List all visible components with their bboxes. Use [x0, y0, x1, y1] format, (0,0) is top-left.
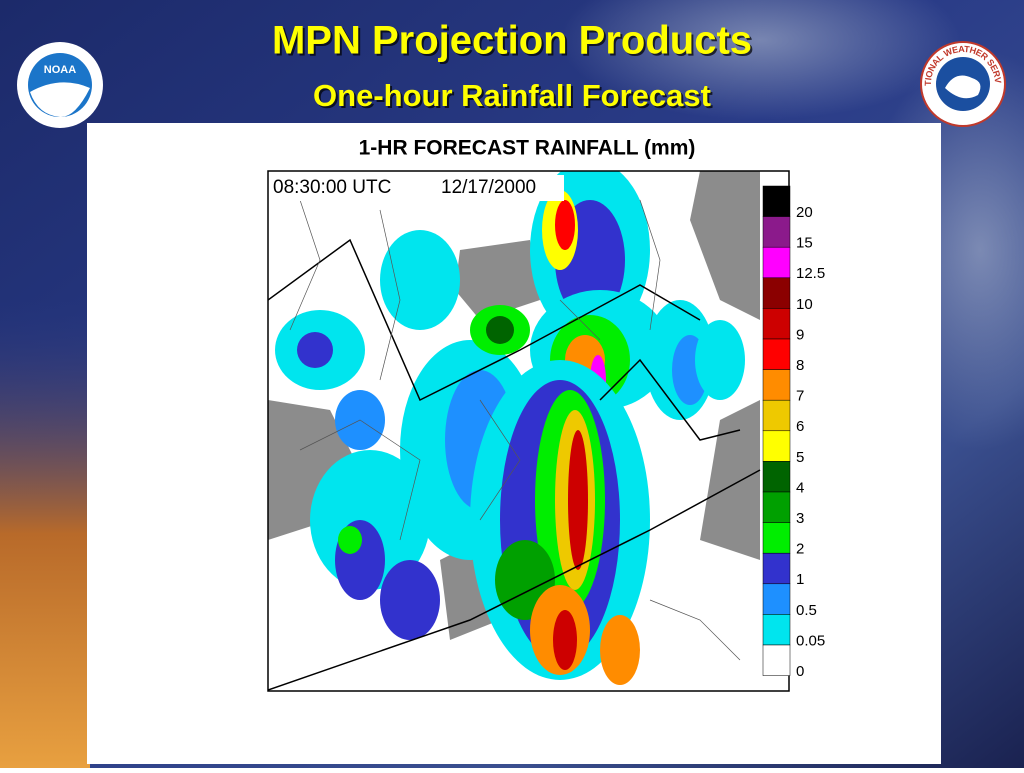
legend-label: 0.05 — [796, 632, 825, 649]
legend-swatch — [762, 246, 791, 279]
rain-area — [380, 230, 460, 330]
legend-swatch — [762, 430, 791, 462]
legend-swatch — [762, 614, 791, 646]
slide-subtitle: One-hour Rainfall Forecast — [313, 78, 711, 113]
legend-label: 20 — [796, 204, 813, 221]
rain-area — [486, 316, 514, 344]
legend-swatch — [762, 491, 791, 523]
date-box — [436, 175, 564, 201]
legend-swatch — [762, 461, 791, 493]
legend-label: 15 — [796, 235, 813, 252]
map-title: 1-HR FORECAST RAINFALL (mm) — [359, 137, 696, 160]
legend-swatch — [762, 369, 791, 401]
legend-swatch — [762, 308, 791, 340]
legend: 20 15 12.5 10 9 8 7 6 5 4 3 2 1 0.5 0.05 0 — [762, 185, 825, 680]
legend-label: 0 — [796, 663, 804, 680]
rain-area — [555, 200, 575, 250]
rain-area — [380, 560, 440, 640]
county-borders — [289, 199, 741, 661]
no-data-area — [455, 240, 540, 320]
legend-swatch — [762, 185, 791, 217]
legend-label: 3 — [796, 510, 804, 527]
legend-swatch — [762, 399, 791, 432]
background-sunset — [0, 300, 90, 768]
legend-label: 9 — [796, 326, 804, 343]
legend-label: 10 — [796, 296, 813, 313]
logo-text: NOAA — [44, 64, 76, 76]
legend-swatch — [762, 552, 791, 585]
logo-cloud — [945, 75, 981, 99]
rain-area — [568, 430, 588, 570]
background-cloud — [560, 0, 960, 120]
logo-bird — [30, 82, 90, 118]
map-date: 12/17/2000 — [441, 177, 536, 198]
rain-area — [695, 320, 745, 400]
noaa-logo: NOAA — [17, 42, 103, 128]
legend-swatch — [762, 583, 791, 615]
legend-label: 12.5 — [796, 265, 825, 282]
legend-swatch — [762, 338, 791, 370]
time-box — [270, 175, 430, 201]
rain-area — [600, 615, 640, 685]
legend-swatch — [762, 277, 791, 309]
legend-label: 8 — [796, 357, 804, 374]
rain-area — [553, 610, 577, 670]
legend-label: 6 — [796, 418, 804, 435]
slide-title: MPN Projection Products — [272, 19, 752, 63]
state-borders — [268, 238, 761, 691]
legend-swatch — [762, 216, 791, 248]
legend-label: 2 — [796, 541, 804, 558]
subtitle-shadow: One-hour Rainfall Forecast — [315, 80, 713, 115]
legend-label: 0.5 — [796, 602, 817, 619]
no-data-area — [700, 400, 760, 560]
legend-label: 4 — [796, 479, 804, 496]
rainfall-map: 08:30:00 UTC 12/17/2000 — [268, 171, 789, 691]
rain-areas — [275, 171, 745, 685]
map-time: 08:30:00 UTC — [273, 177, 391, 198]
rain-area — [297, 332, 333, 368]
rain-area — [338, 526, 362, 554]
legend-swatch — [762, 644, 791, 676]
legend-swatch — [762, 522, 791, 554]
no-data-area — [690, 171, 760, 320]
legend-label: 5 — [796, 449, 804, 466]
legend-label: 7 — [796, 388, 804, 405]
legend-label: 1 — [796, 571, 804, 588]
title-shadow: MPN Projection Products — [274, 21, 754, 65]
